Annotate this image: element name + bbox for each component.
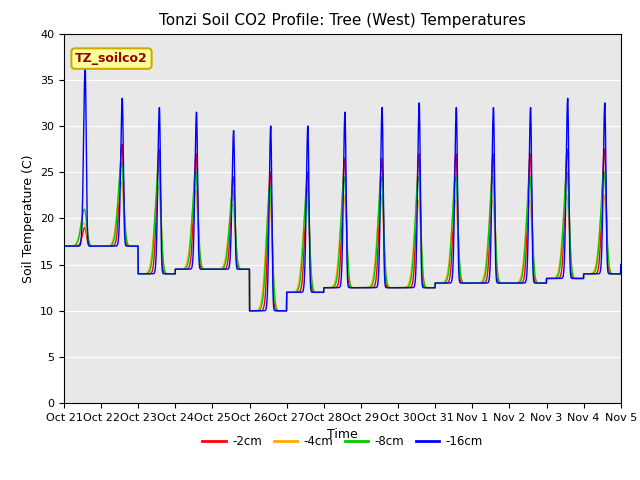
-2cm: [282, 308, 290, 314]
-16cm: [398, 285, 406, 290]
-8cm: [60, 243, 68, 249]
-8cm: [282, 308, 290, 313]
-4cm: [282, 308, 290, 313]
-4cm: [245, 266, 253, 272]
Line: -16cm: -16cm: [64, 66, 621, 311]
-8cm: [592, 266, 600, 272]
-16cm: [592, 271, 600, 276]
-4cm: [328, 284, 335, 290]
Y-axis label: Soil Temperature (C): Soil Temperature (C): [22, 154, 35, 283]
Line: -8cm: -8cm: [64, 163, 621, 311]
-4cm: [60, 243, 68, 249]
-4cm: [117, 179, 125, 184]
-2cm: [60, 243, 68, 249]
-2cm: [281, 308, 289, 314]
-16cm: [245, 266, 253, 272]
-16cm: [617, 262, 625, 267]
-2cm: [245, 266, 253, 272]
-8cm: [283, 308, 291, 313]
-8cm: [245, 266, 253, 272]
-4cm: [398, 285, 406, 290]
-16cm: [282, 308, 290, 314]
X-axis label: Time: Time: [327, 429, 358, 442]
Legend: -2cm, -4cm, -8cm, -16cm: -2cm, -4cm, -8cm, -16cm: [198, 430, 487, 453]
-8cm: [118, 160, 125, 166]
-16cm: [81, 63, 89, 69]
-8cm: [172, 271, 179, 276]
-2cm: [118, 142, 125, 147]
Title: Tonzi Soil CO2 Profile: Tree (West) Temperatures: Tonzi Soil CO2 Profile: Tree (West) Temp…: [159, 13, 526, 28]
-8cm: [617, 262, 625, 267]
Line: -2cm: -2cm: [64, 144, 621, 311]
-2cm: [328, 285, 335, 290]
-2cm: [592, 271, 600, 276]
-16cm: [172, 271, 179, 276]
-16cm: [328, 285, 335, 290]
-4cm: [172, 271, 179, 276]
-2cm: [398, 285, 406, 290]
-16cm: [246, 308, 253, 314]
-8cm: [398, 285, 406, 290]
-16cm: [60, 243, 68, 249]
-4cm: [617, 262, 625, 267]
Line: -4cm: -4cm: [64, 181, 621, 311]
-4cm: [283, 308, 291, 313]
Text: TZ_soilco2: TZ_soilco2: [75, 52, 148, 65]
-2cm: [617, 262, 625, 267]
-8cm: [328, 285, 335, 290]
-4cm: [592, 262, 600, 267]
-2cm: [172, 271, 179, 276]
